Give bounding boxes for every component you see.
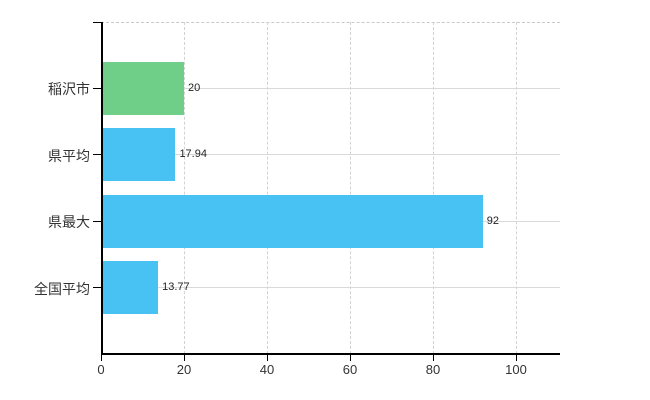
- x-axis-tick: [350, 355, 351, 361]
- v-gridline: [184, 22, 185, 354]
- x-tick-label: 100: [505, 362, 527, 377]
- x-axis-tick: [184, 355, 185, 361]
- x-axis-tick: [433, 355, 434, 361]
- category-label: 稲沢市: [48, 81, 90, 98]
- x-axis-line: [101, 353, 560, 355]
- y-axis-tick: [93, 220, 101, 222]
- v-gridline: [267, 22, 268, 354]
- x-axis-tick: [267, 355, 268, 361]
- y-axis-top-tick: [93, 22, 101, 23]
- category-label: 全国平均: [34, 280, 90, 297]
- x-axis-tick: [516, 355, 517, 361]
- bar: [103, 194, 483, 248]
- category-label: 県最大: [48, 214, 90, 231]
- v-gridline: [516, 22, 517, 354]
- bar: [103, 61, 184, 115]
- bar: [103, 128, 176, 182]
- y-axis-line: [101, 22, 103, 355]
- v-gridline: [350, 22, 351, 354]
- y-axis-tick: [93, 87, 101, 89]
- h-gridline: [103, 87, 560, 89]
- x-axis-tick: [101, 355, 102, 361]
- x-tick-label: 60: [342, 362, 358, 377]
- value-label: 17.94: [179, 148, 207, 161]
- h-gridline: [103, 287, 560, 289]
- h-gridline: [103, 154, 560, 156]
- category-label: 県平均: [48, 147, 90, 164]
- value-label: 92: [486, 214, 500, 227]
- value-label: 13.77: [162, 281, 190, 294]
- y-axis-tick: [93, 154, 101, 156]
- v-gridline: [433, 22, 434, 354]
- x-tick-label: 80: [425, 362, 441, 377]
- value-label: 20: [188, 81, 201, 94]
- x-tick-label: 0: [97, 362, 105, 377]
- x-tick-label: 40: [259, 362, 275, 377]
- bar: [103, 261, 159, 315]
- x-tick-label: 20: [176, 362, 192, 377]
- y-axis-tick: [93, 287, 101, 289]
- plot-top-border: [101, 22, 560, 23]
